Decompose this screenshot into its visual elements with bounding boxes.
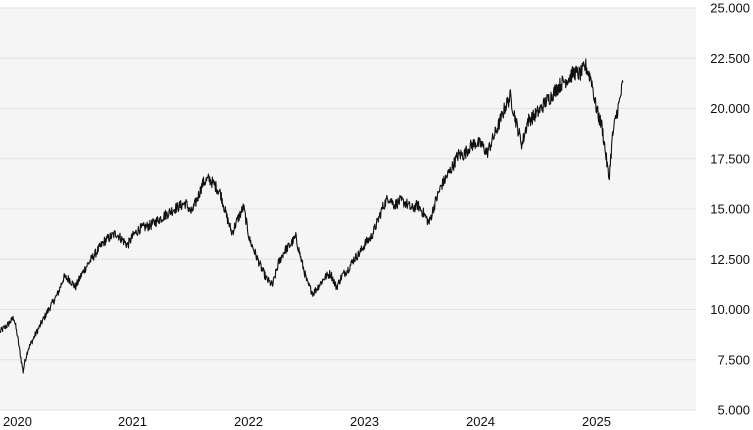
y-tick-label: 17.500 [710, 151, 750, 166]
y-tick-label: 5.000 [717, 403, 750, 418]
x-tick-label: 2025 [582, 414, 611, 429]
y-tick-label: 15.000 [710, 202, 750, 217]
x-tick-label: 2024 [466, 414, 495, 429]
gridlines [0, 7, 696, 411]
x-tick-label: 2020 [3, 414, 32, 429]
x-axis-ticks: 2020 2021 2022 2023 2024 2025 [3, 414, 611, 429]
y-tick-label: 20.000 [710, 101, 750, 116]
y-tick-label: 12.500 [710, 252, 750, 267]
x-tick-label: 2023 [350, 414, 379, 429]
x-tick-label: 2021 [118, 414, 147, 429]
y-axis-ticks: 5.000 7.500 10.000 12.500 15.000 17.500 20.000… [710, 1, 750, 418]
y-tick-label: 7.500 [717, 352, 750, 367]
x-tick-label: 2022 [234, 414, 263, 429]
y-tick-label: 25.000 [710, 1, 750, 16]
y-tick-label: 22.500 [710, 51, 750, 66]
price-series-line [0, 58, 624, 374]
y-tick-label: 10.000 [710, 302, 750, 317]
